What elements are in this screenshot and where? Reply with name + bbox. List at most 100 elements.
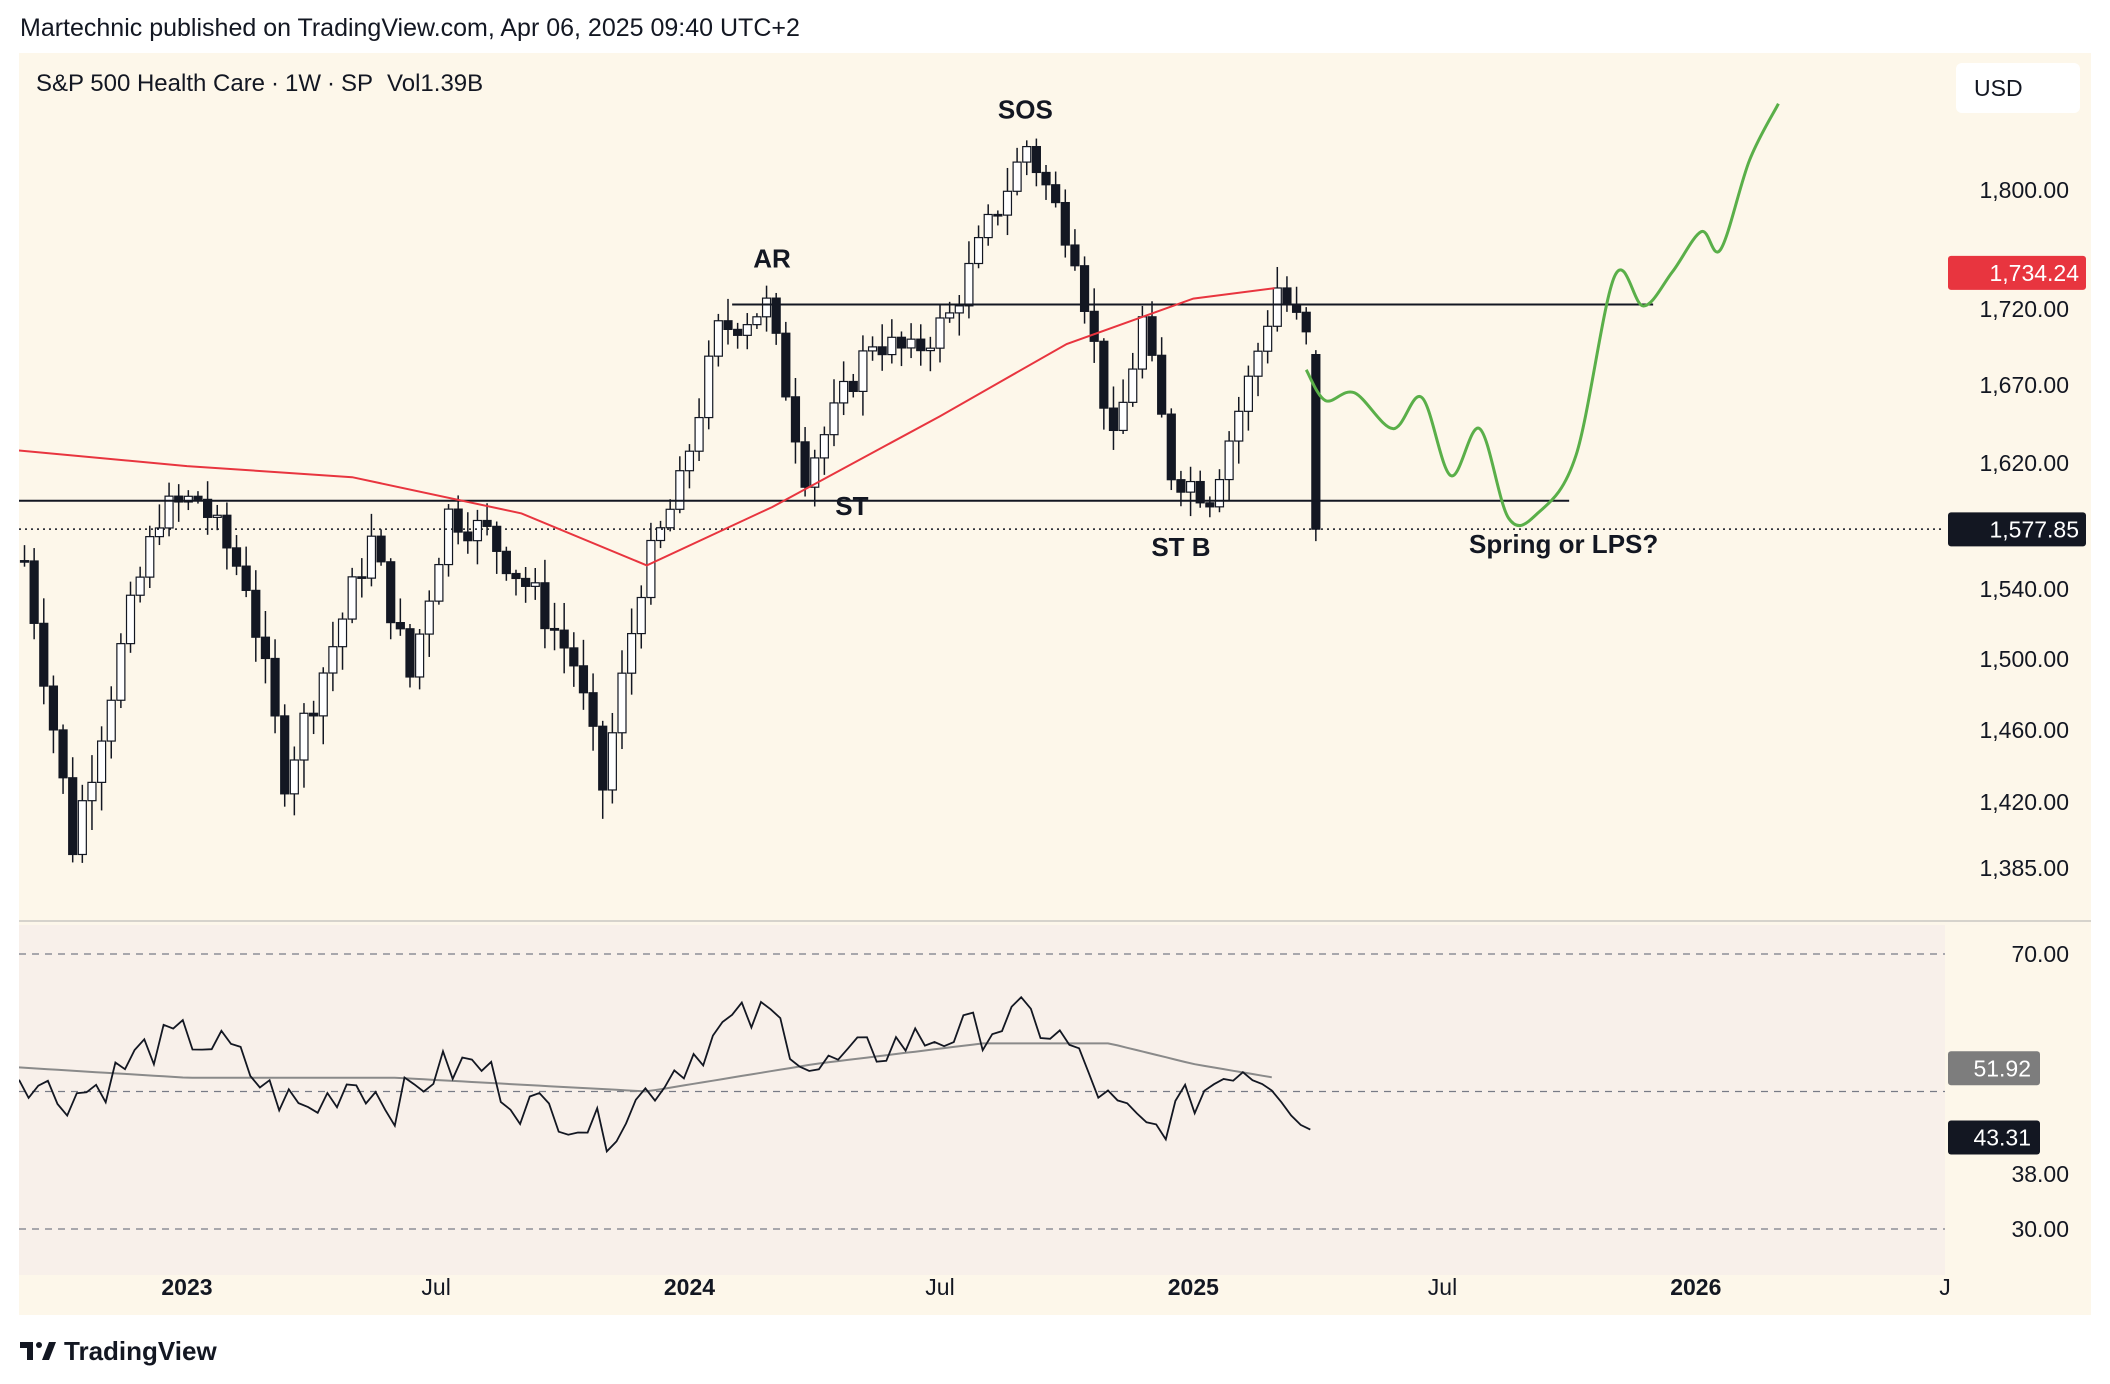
candle-body	[694, 416, 704, 452]
price-axis-label: 1,670.00	[1979, 372, 2069, 398]
last-price-badge-bg	[1948, 512, 2086, 547]
candle-body	[1099, 340, 1109, 409]
annotation-spring-lps: Spring or LPS?	[1469, 529, 1658, 559]
candle-body	[810, 457, 820, 488]
candle-body	[1041, 171, 1051, 186]
candle-body	[1070, 244, 1080, 267]
candle-body	[39, 622, 49, 687]
annotation-ar: AR	[753, 243, 791, 273]
candle-body	[68, 777, 78, 856]
candle-body	[212, 514, 222, 518]
candle-body	[395, 622, 405, 630]
candle-body	[1051, 184, 1061, 204]
candle-body	[347, 576, 357, 620]
candle-body	[675, 470, 685, 510]
candle-body	[839, 380, 849, 404]
candle-body	[1234, 410, 1244, 442]
candle-body	[627, 632, 637, 674]
candle-body	[916, 338, 926, 352]
volume-unit: B	[467, 70, 484, 97]
candle-body	[742, 324, 752, 336]
candle-body	[752, 316, 762, 326]
candle-body	[251, 589, 261, 638]
candle-body	[145, 536, 155, 578]
candle-body	[1022, 145, 1032, 163]
candle-body	[1282, 287, 1292, 305]
candle-body	[337, 618, 348, 648]
candle-body	[482, 519, 492, 527]
time-axis-label: Jul	[925, 1274, 954, 1300]
candle-body	[501, 550, 511, 575]
candle-body	[1224, 440, 1234, 481]
candle-body	[328, 646, 338, 674]
price-axis-label: 1,460.00	[1979, 717, 2069, 743]
candle-body	[1137, 316, 1147, 370]
candle-body	[684, 450, 695, 472]
candle-body	[1176, 479, 1186, 493]
candle-body	[1118, 401, 1128, 432]
time-axis-label: Jul	[1428, 1274, 1457, 1300]
rsi-value-badge-bg	[1948, 1120, 2040, 1155]
candle-body	[983, 213, 993, 239]
candle-body	[1166, 413, 1176, 481]
candle-body	[906, 338, 916, 349]
candle-body	[174, 495, 184, 503]
candle-body	[578, 665, 589, 694]
volume-label: Vol	[387, 70, 421, 97]
candle-body	[1060, 201, 1070, 246]
chart-frame[interactable]: AR SOS ST ST B Spring or LPS? 1,800.00 1,720.0…	[19, 53, 2091, 1315]
price-axis-label: 1,720.00	[1979, 296, 2069, 322]
currency-button[interactable]: USD	[1956, 63, 2080, 113]
exchange: SP	[341, 70, 374, 97]
candle-body	[125, 594, 136, 645]
rsi-axis-label: 30.00	[2011, 1216, 2069, 1242]
candle-body	[309, 712, 319, 717]
time-axis-label: J	[1939, 1274, 1951, 1300]
candle-body	[135, 576, 145, 596]
annotation-st: ST	[835, 491, 868, 521]
candle-body	[867, 346, 878, 352]
price-axis-label: 1,540.00	[1979, 576, 2069, 602]
candle-body	[77, 800, 87, 856]
time-axis-label: 2026	[1670, 1274, 1721, 1300]
candle-body	[877, 346, 887, 356]
candle-body	[386, 561, 396, 624]
candle-body	[58, 729, 68, 779]
candle-body	[193, 495, 203, 500]
time-axis-label: 2024	[664, 1274, 715, 1300]
ma-price-badge-bg	[1948, 255, 2086, 290]
candle-body	[1108, 407, 1119, 432]
candle-body	[231, 547, 242, 567]
annotation-sos: SOS	[998, 95, 1053, 125]
candle-body	[1272, 287, 1282, 327]
candle-body	[1185, 480, 1196, 493]
candle-body	[925, 347, 935, 352]
candle-body	[443, 508, 454, 566]
candle-body	[164, 495, 174, 529]
candle-body	[97, 740, 107, 783]
price-axis-label: 1,385.00	[1979, 855, 2069, 881]
publish-info: published on TradingView.com, Apr 06, 20…	[149, 14, 800, 42]
candle-body	[781, 332, 791, 398]
candle-body	[771, 297, 781, 334]
candle-body	[954, 305, 964, 314]
publish-header: Martechnic published on TradingView.com,…	[20, 14, 800, 48]
price-axis-label: 1,800.00	[1979, 177, 2069, 203]
candle-body	[1157, 354, 1167, 415]
author-name[interactable]: Martechnic	[20, 14, 143, 42]
candle-body	[646, 539, 656, 599]
candle-body	[270, 657, 280, 717]
candle-body	[289, 759, 299, 795]
candle-body	[761, 297, 772, 318]
tradingview-logo[interactable]: TradingView	[20, 1336, 217, 1366]
symbol-legend[interactable]: S&P 500 Health Care · 1W · SP Vol1.39B	[36, 70, 484, 97]
candle-body	[1301, 311, 1311, 333]
price-chart[interactable]: AR SOS ST ST B Spring or LPS? 1,800.00 1,720.0…	[19, 53, 2091, 1315]
candle-body	[790, 396, 801, 443]
candle-body	[29, 560, 39, 624]
candle-body	[405, 628, 415, 678]
candle-body	[1195, 480, 1205, 504]
candle-body	[183, 495, 193, 503]
candle-body	[733, 328, 743, 336]
candle-body	[896, 336, 907, 349]
